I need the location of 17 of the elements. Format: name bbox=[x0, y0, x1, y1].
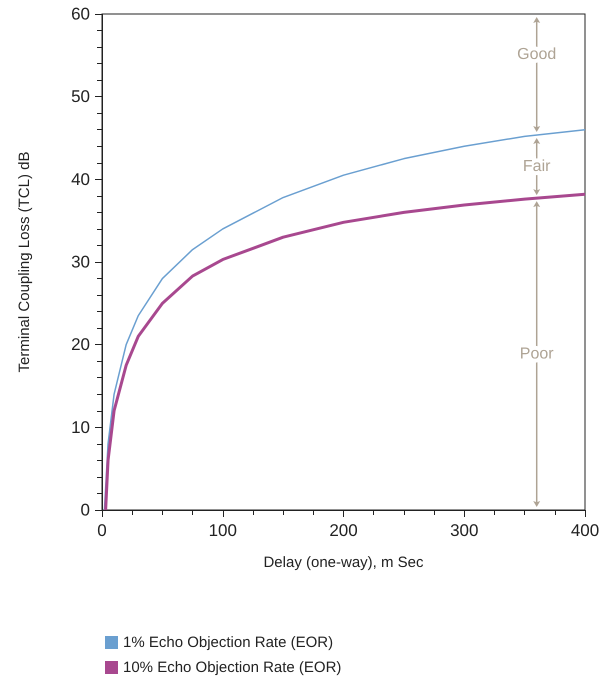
y-tick-label: 40 bbox=[71, 170, 90, 189]
y-tick-label: 0 bbox=[80, 500, 90, 520]
x-tick-label: 100 bbox=[208, 521, 237, 540]
y-tick-label: 50 bbox=[71, 87, 90, 106]
x-tick-label: 300 bbox=[450, 521, 478, 540]
y-tick-label: 10 bbox=[71, 418, 90, 437]
y-tick-label: 60 bbox=[71, 4, 90, 24]
x-axis-title: Delay (one-way), m Sec bbox=[263, 554, 424, 571]
x-tick-label: 0 bbox=[97, 521, 107, 540]
x-tick-label: 400 bbox=[570, 521, 600, 540]
y-tick-label: 30 bbox=[71, 252, 90, 272]
y-tick-label: 20 bbox=[71, 335, 90, 354]
legend-label: 1% Echo Objection Rate (EOR) bbox=[123, 634, 334, 651]
legend-label: 10% Echo Objection Rate (EOR) bbox=[123, 659, 342, 676]
y-axis-title: Terminal Coupling Loss (TCL) dB bbox=[16, 152, 33, 372]
line-series bbox=[104, 192, 586, 512]
x-tick-label: 200 bbox=[329, 521, 358, 540]
